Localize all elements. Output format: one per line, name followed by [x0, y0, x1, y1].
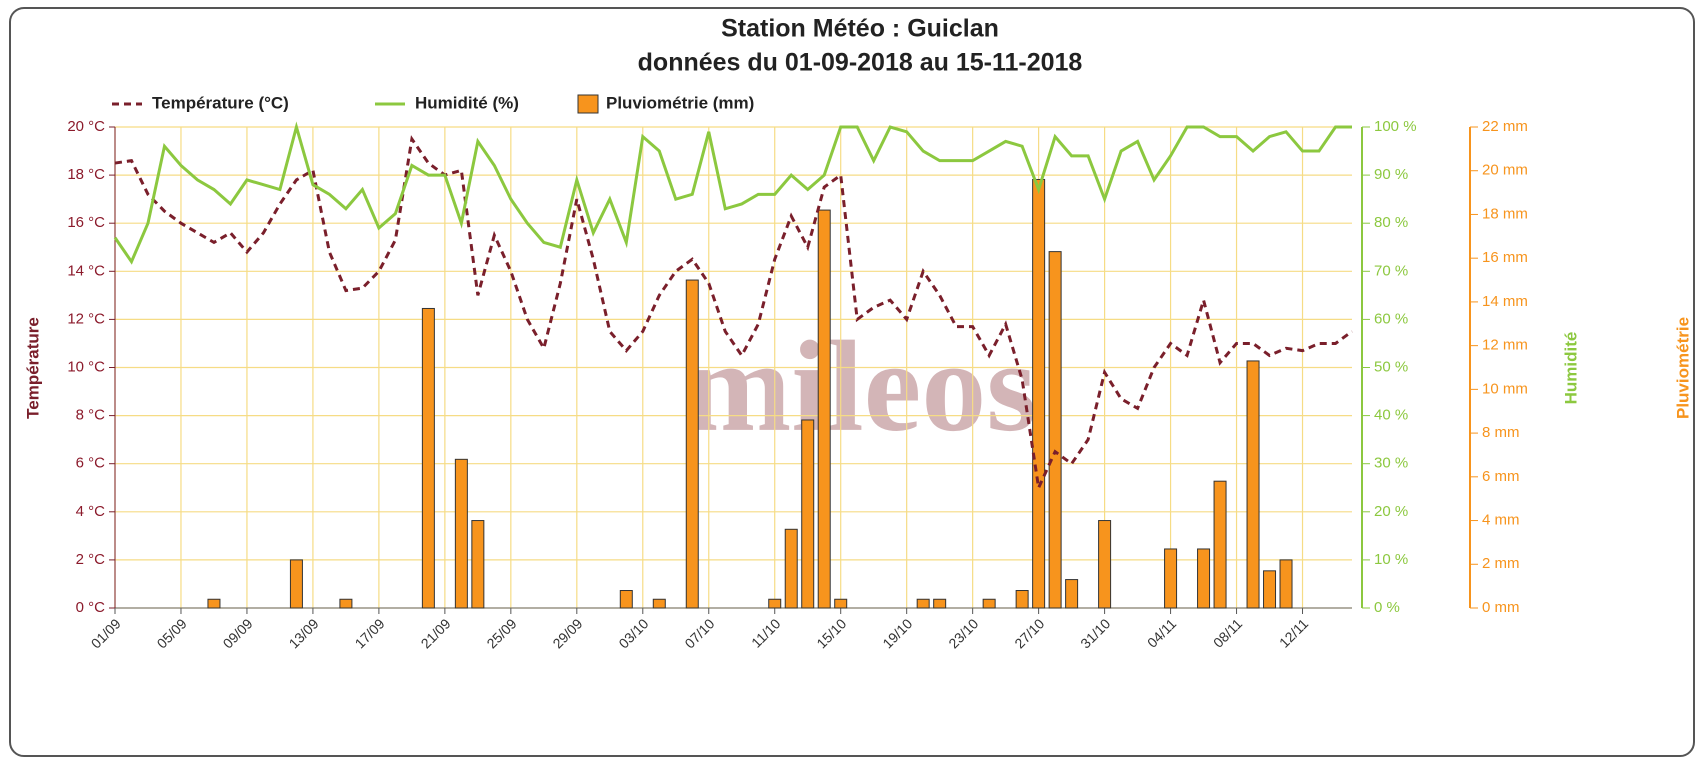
y2-tick-label: 30 %: [1374, 455, 1408, 472]
chart-subtitle: données du 01-09-2018 au 15-11-2018: [638, 49, 1083, 77]
y2-axis-label: Humidité: [1561, 332, 1580, 405]
bar: [1246, 360, 1260, 609]
bar: [784, 528, 798, 609]
bar: [817, 209, 831, 609]
y-tick-label: 10 °C: [67, 358, 105, 375]
y3-tick-label: 12 mm: [1482, 337, 1528, 354]
bar: [1164, 548, 1178, 609]
bar: [1263, 570, 1277, 609]
bar: [421, 307, 435, 609]
y3-tick-label: 8 mm: [1482, 424, 1520, 441]
y2-tick-label: 20 %: [1374, 503, 1408, 520]
bar: [1048, 251, 1062, 609]
bar: [768, 598, 782, 609]
bar: [1065, 579, 1079, 609]
y2-tick-label: 50 %: [1374, 358, 1408, 375]
bar: [339, 598, 353, 609]
bar: [289, 559, 303, 609]
y3-tick-label: 16 mm: [1482, 249, 1528, 266]
y-tick-label: 6 °C: [76, 455, 106, 472]
y-tick-label: 18 °C: [67, 166, 105, 183]
y2-tick-label: 70 %: [1374, 262, 1408, 279]
bar: [834, 598, 848, 609]
bar: [454, 458, 468, 609]
y3-tick-label: 4 mm: [1482, 512, 1520, 529]
watermark: mileos: [683, 315, 1037, 459]
legend-label: Température (°C): [152, 93, 289, 112]
series-line: [114, 135, 1353, 493]
y-tick-label: 16 °C: [67, 214, 105, 231]
bar: [207, 598, 221, 609]
y-tick-label: 2 °C: [76, 551, 106, 568]
y3-axis-label: Pluviométrie: [1673, 317, 1692, 419]
bar: [1098, 520, 1112, 609]
legend-swatch: [577, 94, 599, 114]
y3-tick-label: 20 mm: [1482, 162, 1528, 179]
bar: [1213, 480, 1227, 609]
y2-tick-label: 90 %: [1374, 166, 1408, 183]
y-tick-label: 0 °C: [76, 599, 106, 616]
y3-tick-label: 0 mm: [1482, 599, 1520, 616]
bar: [1015, 590, 1029, 609]
y3-tick-label: 18 mm: [1482, 205, 1528, 222]
y-tick-label: 12 °C: [67, 310, 105, 327]
bar: [619, 590, 633, 609]
y2-tick-label: 0 %: [1374, 599, 1400, 616]
y3-tick-label: 2 mm: [1482, 555, 1520, 572]
y-tick-label: 20 °C: [67, 118, 105, 135]
y-tick-label: 14 °C: [67, 262, 105, 279]
bar: [1032, 178, 1046, 609]
bar: [471, 520, 485, 609]
y3-tick-label: 14 mm: [1482, 293, 1528, 310]
bar: [801, 419, 815, 609]
y2-tick-label: 10 %: [1374, 551, 1408, 568]
y-tick-label: 8 °C: [76, 407, 106, 424]
bar: [982, 598, 996, 609]
y2-tick-label: 40 %: [1374, 407, 1408, 424]
bar: [1197, 548, 1211, 609]
bar: [685, 279, 699, 609]
bar: [916, 598, 930, 609]
series-line: [113, 121, 1352, 265]
y3-tick-label: 10 mm: [1482, 380, 1528, 397]
y3-tick-label: 6 mm: [1482, 468, 1520, 485]
y-axis-label: Température: [23, 317, 42, 419]
chart-title: Station Météo : Guiclan: [721, 15, 999, 43]
y2-tick-label: 100 %: [1374, 118, 1417, 135]
grid: [114, 126, 1352, 609]
y-tick-label: 4 °C: [76, 503, 106, 520]
y2-tick-label: 80 %: [1374, 214, 1408, 231]
y3-tick-label: 22 mm: [1482, 118, 1528, 135]
bar: [1279, 559, 1293, 609]
bar: [652, 598, 666, 609]
legend-label: Pluviométrie (mm): [606, 93, 754, 112]
bar: [933, 598, 947, 609]
legend-label: Humidité (%): [415, 93, 519, 112]
y2-tick-label: 60 %: [1374, 310, 1408, 327]
